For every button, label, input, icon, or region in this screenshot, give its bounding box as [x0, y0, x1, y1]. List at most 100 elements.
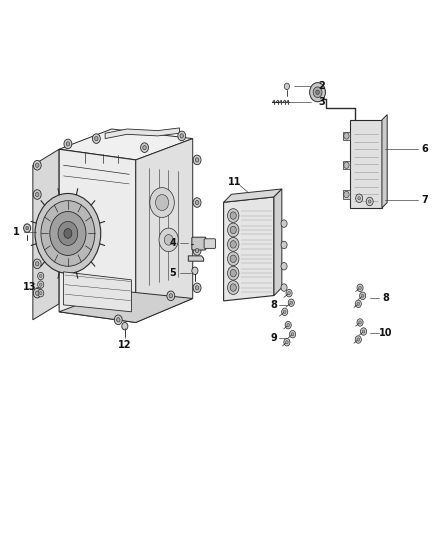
Circle shape — [316, 90, 319, 94]
Circle shape — [290, 301, 293, 304]
Circle shape — [50, 212, 86, 255]
Polygon shape — [274, 189, 282, 295]
Circle shape — [193, 246, 201, 255]
Circle shape — [230, 255, 237, 262]
Circle shape — [228, 238, 239, 251]
Circle shape — [192, 267, 198, 274]
Circle shape — [39, 292, 42, 295]
Circle shape — [357, 338, 360, 341]
Circle shape — [193, 283, 201, 293]
Text: 3: 3 — [318, 98, 325, 107]
Circle shape — [230, 269, 237, 277]
Circle shape — [362, 330, 365, 333]
Circle shape — [26, 227, 28, 230]
Circle shape — [288, 292, 290, 295]
Circle shape — [284, 83, 290, 90]
Text: 8: 8 — [271, 300, 278, 310]
Circle shape — [291, 333, 294, 336]
Circle shape — [358, 197, 360, 200]
Text: 5: 5 — [170, 268, 177, 278]
Circle shape — [283, 310, 286, 313]
Polygon shape — [105, 128, 180, 139]
Circle shape — [24, 224, 31, 232]
Circle shape — [167, 291, 175, 301]
FancyBboxPatch shape — [204, 239, 215, 248]
Polygon shape — [33, 149, 59, 320]
Circle shape — [344, 162, 349, 168]
Circle shape — [355, 300, 361, 308]
Circle shape — [193, 198, 201, 207]
Circle shape — [35, 291, 39, 295]
Circle shape — [366, 197, 373, 206]
Text: 10: 10 — [379, 328, 392, 338]
Circle shape — [92, 134, 100, 143]
Circle shape — [66, 142, 70, 146]
Circle shape — [281, 263, 287, 270]
Text: 9: 9 — [271, 334, 278, 343]
Circle shape — [39, 283, 42, 286]
Circle shape — [284, 338, 290, 346]
Polygon shape — [59, 290, 193, 322]
Circle shape — [41, 200, 95, 266]
Circle shape — [35, 262, 39, 266]
Circle shape — [169, 294, 173, 298]
Circle shape — [356, 194, 363, 203]
Circle shape — [143, 146, 146, 150]
Polygon shape — [350, 120, 382, 208]
Circle shape — [230, 241, 237, 248]
Circle shape — [368, 200, 371, 203]
Circle shape — [281, 284, 287, 291]
Text: 7: 7 — [421, 195, 428, 205]
Polygon shape — [223, 189, 282, 202]
Circle shape — [178, 131, 186, 141]
Circle shape — [357, 302, 360, 305]
Polygon shape — [136, 139, 193, 322]
Circle shape — [122, 322, 128, 330]
Circle shape — [228, 209, 239, 223]
Circle shape — [290, 330, 296, 338]
Circle shape — [228, 266, 239, 280]
Circle shape — [180, 134, 184, 138]
Circle shape — [313, 87, 322, 98]
Circle shape — [38, 289, 44, 297]
Polygon shape — [343, 161, 350, 169]
Polygon shape — [188, 256, 204, 261]
Circle shape — [344, 191, 349, 198]
Text: 4: 4 — [170, 238, 177, 247]
Circle shape — [361, 294, 364, 297]
Polygon shape — [59, 129, 193, 160]
Circle shape — [33, 259, 41, 269]
Text: 11: 11 — [228, 177, 241, 187]
Circle shape — [281, 241, 287, 248]
Circle shape — [357, 319, 363, 326]
Circle shape — [33, 160, 41, 170]
Circle shape — [359, 286, 361, 289]
Circle shape — [64, 229, 72, 238]
Text: 12: 12 — [118, 341, 131, 350]
Circle shape — [195, 286, 199, 290]
Circle shape — [155, 195, 169, 211]
Circle shape — [230, 227, 237, 233]
Circle shape — [360, 292, 366, 300]
Circle shape — [58, 221, 78, 245]
Text: 1: 1 — [13, 227, 20, 237]
Circle shape — [281, 220, 287, 227]
Text: 13: 13 — [23, 282, 36, 292]
Circle shape — [360, 328, 367, 335]
Circle shape — [288, 299, 294, 306]
Polygon shape — [59, 149, 136, 322]
Circle shape — [230, 212, 237, 220]
Polygon shape — [382, 115, 387, 208]
Circle shape — [228, 223, 239, 237]
Circle shape — [357, 284, 363, 292]
FancyBboxPatch shape — [192, 237, 206, 250]
Circle shape — [141, 143, 148, 152]
Circle shape — [310, 83, 325, 102]
Circle shape — [355, 336, 361, 343]
Text: 2: 2 — [318, 82, 325, 91]
Text: 6: 6 — [421, 144, 428, 154]
Polygon shape — [223, 197, 274, 301]
Circle shape — [64, 139, 72, 149]
Polygon shape — [343, 132, 350, 140]
Circle shape — [228, 280, 239, 294]
